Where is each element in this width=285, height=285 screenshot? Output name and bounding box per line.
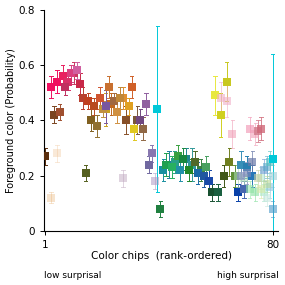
Y-axis label: Foreground color (Probability): Foreground color (Probability) (5, 48, 16, 193)
Text: low surprisal: low surprisal (44, 271, 101, 280)
X-axis label: Color chips  (rank-ordered): Color chips (rank-ordered) (91, 251, 232, 261)
Text: high surprisal: high surprisal (217, 271, 278, 280)
